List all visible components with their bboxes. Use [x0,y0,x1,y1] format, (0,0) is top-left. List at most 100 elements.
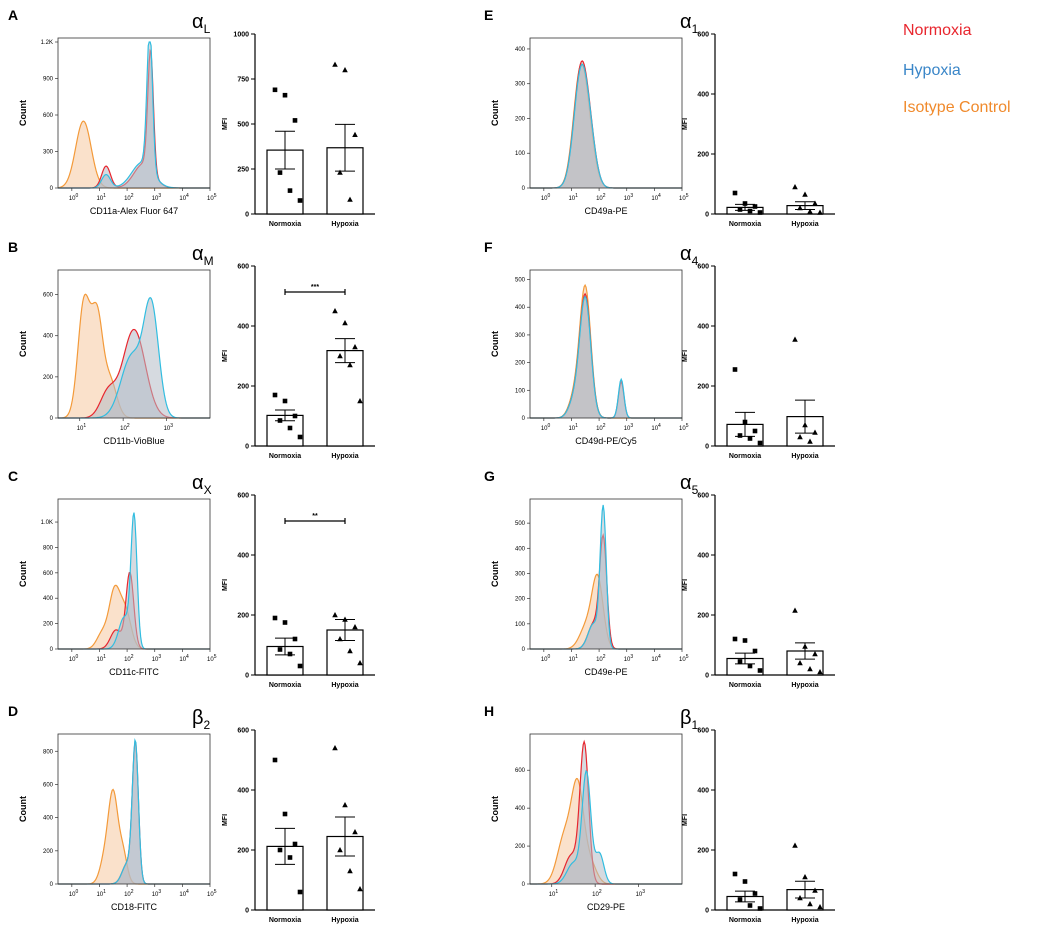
bar-y-tick-label: 0 [245,673,249,680]
bar-normoxia [266,149,304,215]
hist-frame [57,269,211,419]
bar-chart: 0 200 400 600 MFI Normoxia Hypoxia [682,728,835,924]
histogram: 101 102 103 0 200 400 600 CD29-PE Count [490,733,683,912]
bar-y-label: MFI [222,814,229,826]
tick-exponent: 5 [214,889,217,895]
data-point-hypoxia [347,196,353,202]
hist-x-tick-label: 100 [541,423,551,432]
hist-x-tick-label: 101 [77,423,87,432]
bar-hypoxia [326,350,364,447]
data-point-hypoxia [347,648,353,654]
data-point-hypoxia [797,205,803,211]
hist-y-label: Count [490,796,500,822]
hist-y-tick-label: 0 [522,416,526,422]
data-point-hypoxia [812,429,818,435]
histogram: 100 101 102 103 104 1050100200300400500CD49d-… [490,269,689,446]
panel-letter: E [484,7,493,23]
data-point-hypoxia [342,616,348,622]
bar-category-label: Hypoxia [791,221,818,228]
hist-fill-hypoxia [530,296,682,418]
bar-y-tick-label: 750 [237,77,249,84]
bar-y-tick-label: 400 [697,788,709,795]
tick-exponent: 0 [76,889,79,895]
histogram: 100 101 102 103 104 1050200400600800CD18-FITC… [18,733,217,912]
bar-y-tick-label: 0 [705,444,709,451]
data-point-normoxia [732,367,738,372]
hist-x-label: CD11a-Alex Fluor 647 [90,206,178,216]
hist-x-tick-label: 103 [624,423,634,432]
hist-y-label: Count [18,796,28,822]
bar-y-tick-label: 200 [697,613,709,620]
bar-chart: 0 200 400 600 MFI Normoxia Hypoxia [682,264,835,460]
bar-category-label: Hypoxia [791,917,818,924]
hist-x-tick-label: 105 [679,423,689,432]
hist-fill-normoxia [530,741,682,884]
data-point-normoxia [292,841,298,847]
data-point-normoxia [277,418,283,423]
hist-y-tick-label: 800 [43,545,54,551]
data-point-normoxia [272,392,278,398]
hist-y-tick-label: 800 [43,749,54,755]
hist-y-tick-label: 300 [515,571,526,577]
data-point-hypoxia [802,422,808,428]
tick-exponent: 0 [548,193,551,199]
bar-y-label: MFI [682,814,689,826]
hist-line-hypoxia [530,63,682,189]
data-point-hypoxia [347,362,353,368]
hist-y-tick-label: 900 [43,77,54,83]
hist-y-tick-label: 300 [515,82,526,88]
bar-chart: 0 200 400 600 MFI Normoxia Hypoxia [682,32,835,228]
bar-y-tick-label: 0 [245,212,249,219]
bar-y-tick-label: 400 [237,324,249,331]
hist-fill-hypoxia [58,512,210,649]
hist-x-label: CD11c-FITC [109,667,159,677]
data-point-normoxia [277,170,283,175]
data-point-normoxia [757,210,763,215]
bar-y-tick-label: 600 [697,32,709,39]
hist-y-tick-label: 200 [515,361,526,367]
data-point-hypoxia [337,636,343,642]
tick-exponent: 1 [575,193,578,199]
tick-exponent: 2 [131,889,134,895]
data-point-hypoxia [792,184,798,190]
panel-letter: B [8,239,18,255]
hist-y-tick-label: 1.2K [41,40,53,46]
hist-line-isotype-control [530,777,682,885]
data-point-normoxia [737,207,743,212]
data-point-normoxia [282,620,288,625]
hist-y-tick-label: 400 [515,47,526,53]
hist-x-tick-label: 102 [120,423,130,432]
hist-y-tick-label: 600 [43,782,54,788]
hist-x-label: CD29-PE [587,902,625,912]
hist-y-label: Count [18,331,28,357]
data-point-normoxia [732,636,738,642]
bar-y-tick-label: 600 [697,493,709,500]
subunit-title: αL [192,11,211,36]
bar-y-tick-label: 0 [245,444,249,451]
data-point-normoxia [282,811,288,817]
bar-category-label: Normoxia [729,917,761,924]
data-point-normoxia [747,208,753,214]
bar-category-label: Normoxia [269,221,301,228]
histogram: 101 102 103 0 200 400 600 CD11b-VioBlue Count [18,269,211,446]
data-point-normoxia [737,897,743,902]
hist-line-isotype-control [530,283,682,419]
tick-exponent: 0 [76,654,79,660]
hist-x-tick-label: 104 [651,423,661,432]
hist-y-tick-label: 400 [515,305,526,311]
data-point-hypoxia [352,131,358,137]
hist-y-tick-label: 0 [50,416,54,422]
bar-y-tick-label: 200 [237,613,249,620]
bar-y-tick-label: 400 [697,324,709,331]
data-point-hypoxia [792,336,798,342]
tick-exponent: 2 [131,654,134,660]
bar-y-label: MFI [222,350,229,362]
data-point-normoxia [292,118,298,123]
tick-exponent: 5 [214,654,217,660]
data-point-hypoxia [342,67,348,73]
panel-letter: D [8,703,18,719]
hist-fill-isotype-control [58,294,210,418]
data-point-normoxia [742,638,748,643]
